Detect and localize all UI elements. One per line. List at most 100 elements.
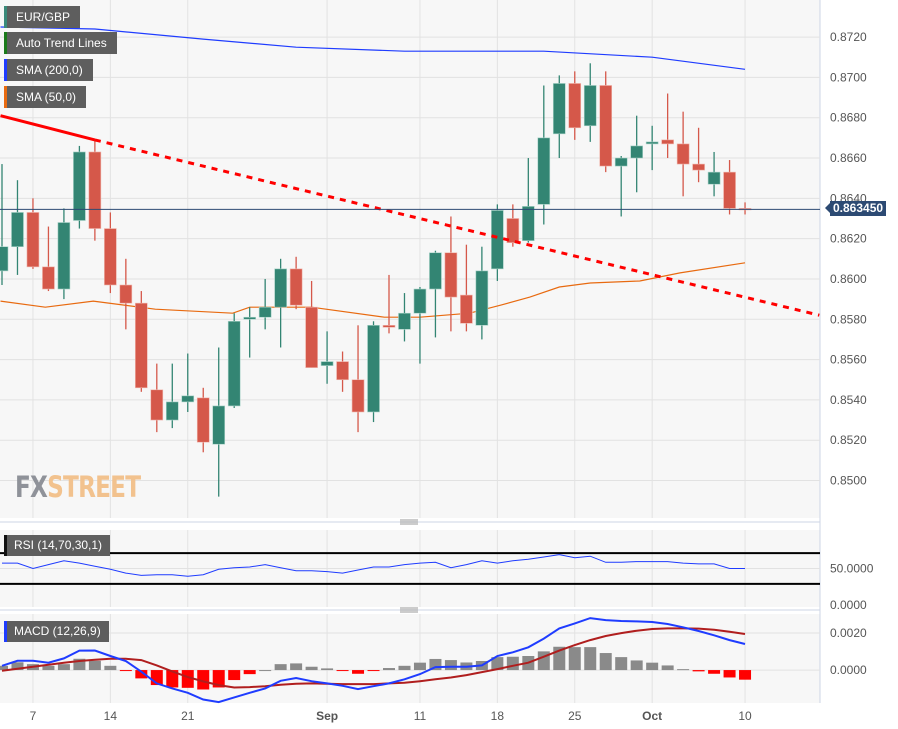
candle: [73, 145, 86, 229]
legend-sma-200[interactable]: SMA (200,0): [4, 59, 93, 81]
panel-resize-handle[interactable]: [400, 519, 418, 525]
candle: [692, 127, 705, 183]
x-tick-label: 14: [104, 709, 118, 723]
candle-body: [11, 212, 24, 248]
candle: [367, 321, 380, 423]
candle: [57, 208, 71, 300]
macd-label[interactable]: MACD (12,26,9): [4, 621, 109, 642]
rsi-swatch: [4, 535, 7, 556]
candle: [320, 331, 334, 384]
macd-histogram-bar: [259, 670, 272, 672]
candle-body: [320, 361, 334, 366]
trend-line-dashed: [94, 138, 820, 317]
candle-body: [661, 139, 674, 145]
x-tick-label: Sep: [316, 709, 338, 723]
candle: [630, 115, 643, 193]
legend-swatch: [4, 6, 7, 28]
candle-body: [181, 395, 195, 403]
macd-histogram-bar: [197, 670, 210, 690]
candle: [413, 287, 427, 364]
candle: [212, 347, 226, 497]
macd-histogram-bar: [42, 665, 55, 671]
panel-resize-handle[interactable]: [400, 607, 418, 613]
macd-histogram-bar: [321, 668, 334, 671]
macd-histogram-bar: [429, 658, 442, 671]
candle: [661, 93, 674, 159]
legend-sma-50[interactable]: SMA (50,0): [4, 86, 87, 108]
y-tick-label: 0.8500: [830, 474, 867, 488]
candle: [88, 139, 102, 241]
x-tick-label: 18: [491, 709, 505, 723]
macd-histogram-bar: [708, 670, 721, 674]
x-tick-label: 21: [181, 709, 195, 723]
candle: [305, 280, 318, 368]
macd-histogram-bar: [677, 669, 690, 671]
macd-histogram-bar: [57, 664, 70, 671]
legend-label: SMA (50,0): [16, 90, 77, 104]
rsi-tick-label: 0.0000: [830, 598, 867, 612]
legend-label: SMA (200,0): [16, 63, 83, 77]
candle-body: [568, 83, 582, 129]
macd-tick-label: 0.0020: [830, 626, 867, 640]
macd-histogram-bar: [212, 670, 225, 688]
candle: [444, 216, 458, 332]
y-tick-label: 0.8660: [830, 151, 867, 165]
candle-body: [0, 246, 9, 272]
macd-signal-line: [1, 627, 746, 689]
candle: [506, 204, 520, 247]
macd-histogram-bar: [739, 670, 752, 680]
candle-body: [119, 284, 133, 304]
candle: [227, 313, 241, 408]
candle-body: [73, 151, 86, 221]
candle: [537, 85, 551, 225]
y-tick-label: 0.8580: [830, 312, 867, 326]
candle: [645, 125, 659, 171]
macd-histogram-bar: [88, 660, 101, 671]
candle: [165, 363, 179, 429]
y-tick-label: 0.8540: [830, 393, 867, 407]
x-tick-label: Oct: [642, 709, 662, 723]
candle: [398, 293, 411, 342]
candle-body: [165, 401, 179, 421]
candle: [460, 244, 473, 332]
macd-histogram-bar: [0, 665, 8, 671]
candle-body: [475, 270, 489, 326]
candle-body: [150, 389, 164, 421]
candle: [583, 63, 597, 142]
candle: [104, 212, 117, 294]
logo-street: STREET: [47, 470, 141, 504]
macd-histogram-bar: [723, 670, 736, 678]
candle-body: [460, 294, 473, 324]
candle-body: [274, 268, 287, 308]
candle: [289, 256, 303, 310]
candle-body: [537, 137, 551, 205]
candle-body: [707, 171, 721, 185]
macd-histogram-bar: [491, 657, 504, 671]
candle-body: [258, 306, 272, 318]
fxstreet-logo: FXSTREET: [15, 470, 141, 504]
candle-body: [135, 302, 148, 389]
macd-histogram-bar: [646, 662, 659, 671]
rsi-line: [2, 554, 745, 577]
y-tick-label: 0.8720: [830, 30, 867, 44]
rsi-label[interactable]: RSI (14,70,30,1): [4, 535, 111, 556]
macd-line: [1, 617, 746, 704]
candle: [382, 274, 396, 334]
candle-body: [692, 163, 705, 171]
sma-200-line: [0, 26, 746, 70]
candle-body: [88, 151, 102, 229]
macd-histogram-bar: [383, 668, 395, 671]
x-tick-label: 11: [414, 709, 427, 723]
logo-fx: FX: [15, 470, 48, 504]
candle-body: [351, 379, 365, 413]
candle-body: [413, 288, 427, 314]
macd-histogram-bar: [398, 665, 411, 671]
rsi-label-text: RSI (14,70,30,1): [14, 538, 103, 552]
macd-histogram-bar: [135, 670, 148, 679]
candle-body: [506, 218, 520, 243]
legend-auto-trend-lines[interactable]: Auto Trend Lines: [4, 32, 117, 54]
x-tick-label: 10: [738, 709, 752, 723]
legend-symbol[interactable]: EUR/GBP: [4, 6, 81, 28]
candle: [599, 71, 613, 173]
